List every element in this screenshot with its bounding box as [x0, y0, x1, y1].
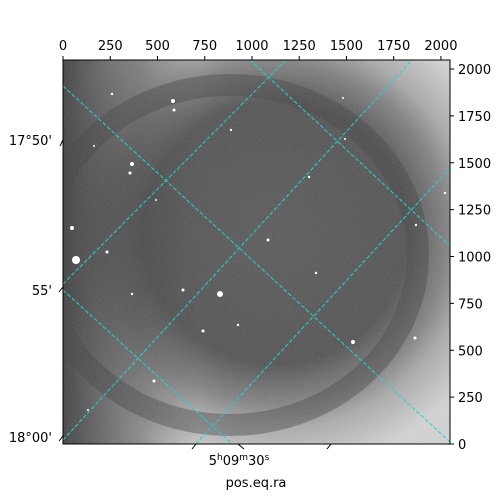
right-tick-label: 1250: [458, 204, 491, 219]
top-tick-label: 1000: [235, 39, 268, 54]
x-axis-label: pos.eq.ra: [226, 476, 287, 491]
top-tick-label: 2000: [424, 39, 457, 54]
left-tick-label: 18°00': [9, 431, 52, 446]
coordinate-grid: [63, 60, 450, 444]
grid-line: [63, 85, 450, 443]
star: [351, 340, 355, 344]
star: [72, 256, 80, 264]
star: [414, 223, 418, 227]
star: [413, 336, 417, 340]
left-axis: 17°50' 55' 18°00': [9, 134, 64, 446]
star: [236, 323, 240, 327]
right-tick-label: 1500: [458, 157, 491, 172]
bottom-axis: 5h09m30s pos.eq.ra: [191, 443, 332, 491]
star: [181, 288, 185, 292]
star: [152, 379, 156, 383]
top-tick-label: 1250: [283, 39, 316, 54]
plot-frame: [62, 59, 451, 445]
star: [172, 108, 176, 112]
top-tick-label: 0: [59, 39, 67, 54]
star: [105, 250, 109, 254]
star: [171, 99, 175, 103]
star: [229, 128, 233, 132]
star: [307, 175, 311, 179]
star-field: [70, 92, 447, 411]
star: [443, 191, 447, 195]
right-tick-label: 1750: [458, 110, 491, 125]
star: [70, 226, 74, 230]
left-tick-label: 55': [32, 284, 52, 299]
star: [93, 145, 95, 147]
star: [155, 199, 157, 201]
sky-image: [63, 60, 450, 444]
top-tick-label: 250: [98, 39, 123, 54]
star: [201, 329, 205, 333]
grid-line: [249, 60, 450, 247]
star: [314, 271, 318, 275]
top-tick-label: 1750: [377, 39, 410, 54]
star: [266, 238, 270, 242]
star: [87, 409, 89, 411]
right-tick-label: 500: [458, 344, 483, 359]
top-tick-label: 500: [145, 39, 170, 54]
right-tick-label: 750: [458, 297, 483, 312]
star: [130, 292, 134, 296]
star: [128, 171, 132, 175]
top-tick-label: 1500: [330, 39, 363, 54]
right-tick-label: 2000: [458, 63, 491, 78]
bottom-tick-label: 5h09m30s: [209, 453, 270, 469]
grid-line: [63, 60, 287, 285]
star: [344, 138, 346, 140]
grid-line: [195, 167, 450, 444]
star: [130, 162, 134, 166]
left-tick-label: 17°50': [9, 134, 52, 149]
right-tick-label: 1000: [458, 251, 491, 266]
right-axis: 0 250 500 750 1000 1250 1500 1750 2000: [450, 63, 491, 453]
star: [217, 291, 223, 297]
grid-line: [63, 60, 413, 441]
right-tick-label: 0: [458, 438, 466, 453]
star: [342, 97, 344, 99]
right-tick-label: 250: [458, 391, 483, 406]
star: [110, 92, 114, 96]
top-axis: 0 250 500 750 1000 1250 1500 1750 2000: [59, 39, 457, 60]
top-tick-label: 750: [192, 39, 217, 54]
grid-line: [63, 289, 233, 444]
